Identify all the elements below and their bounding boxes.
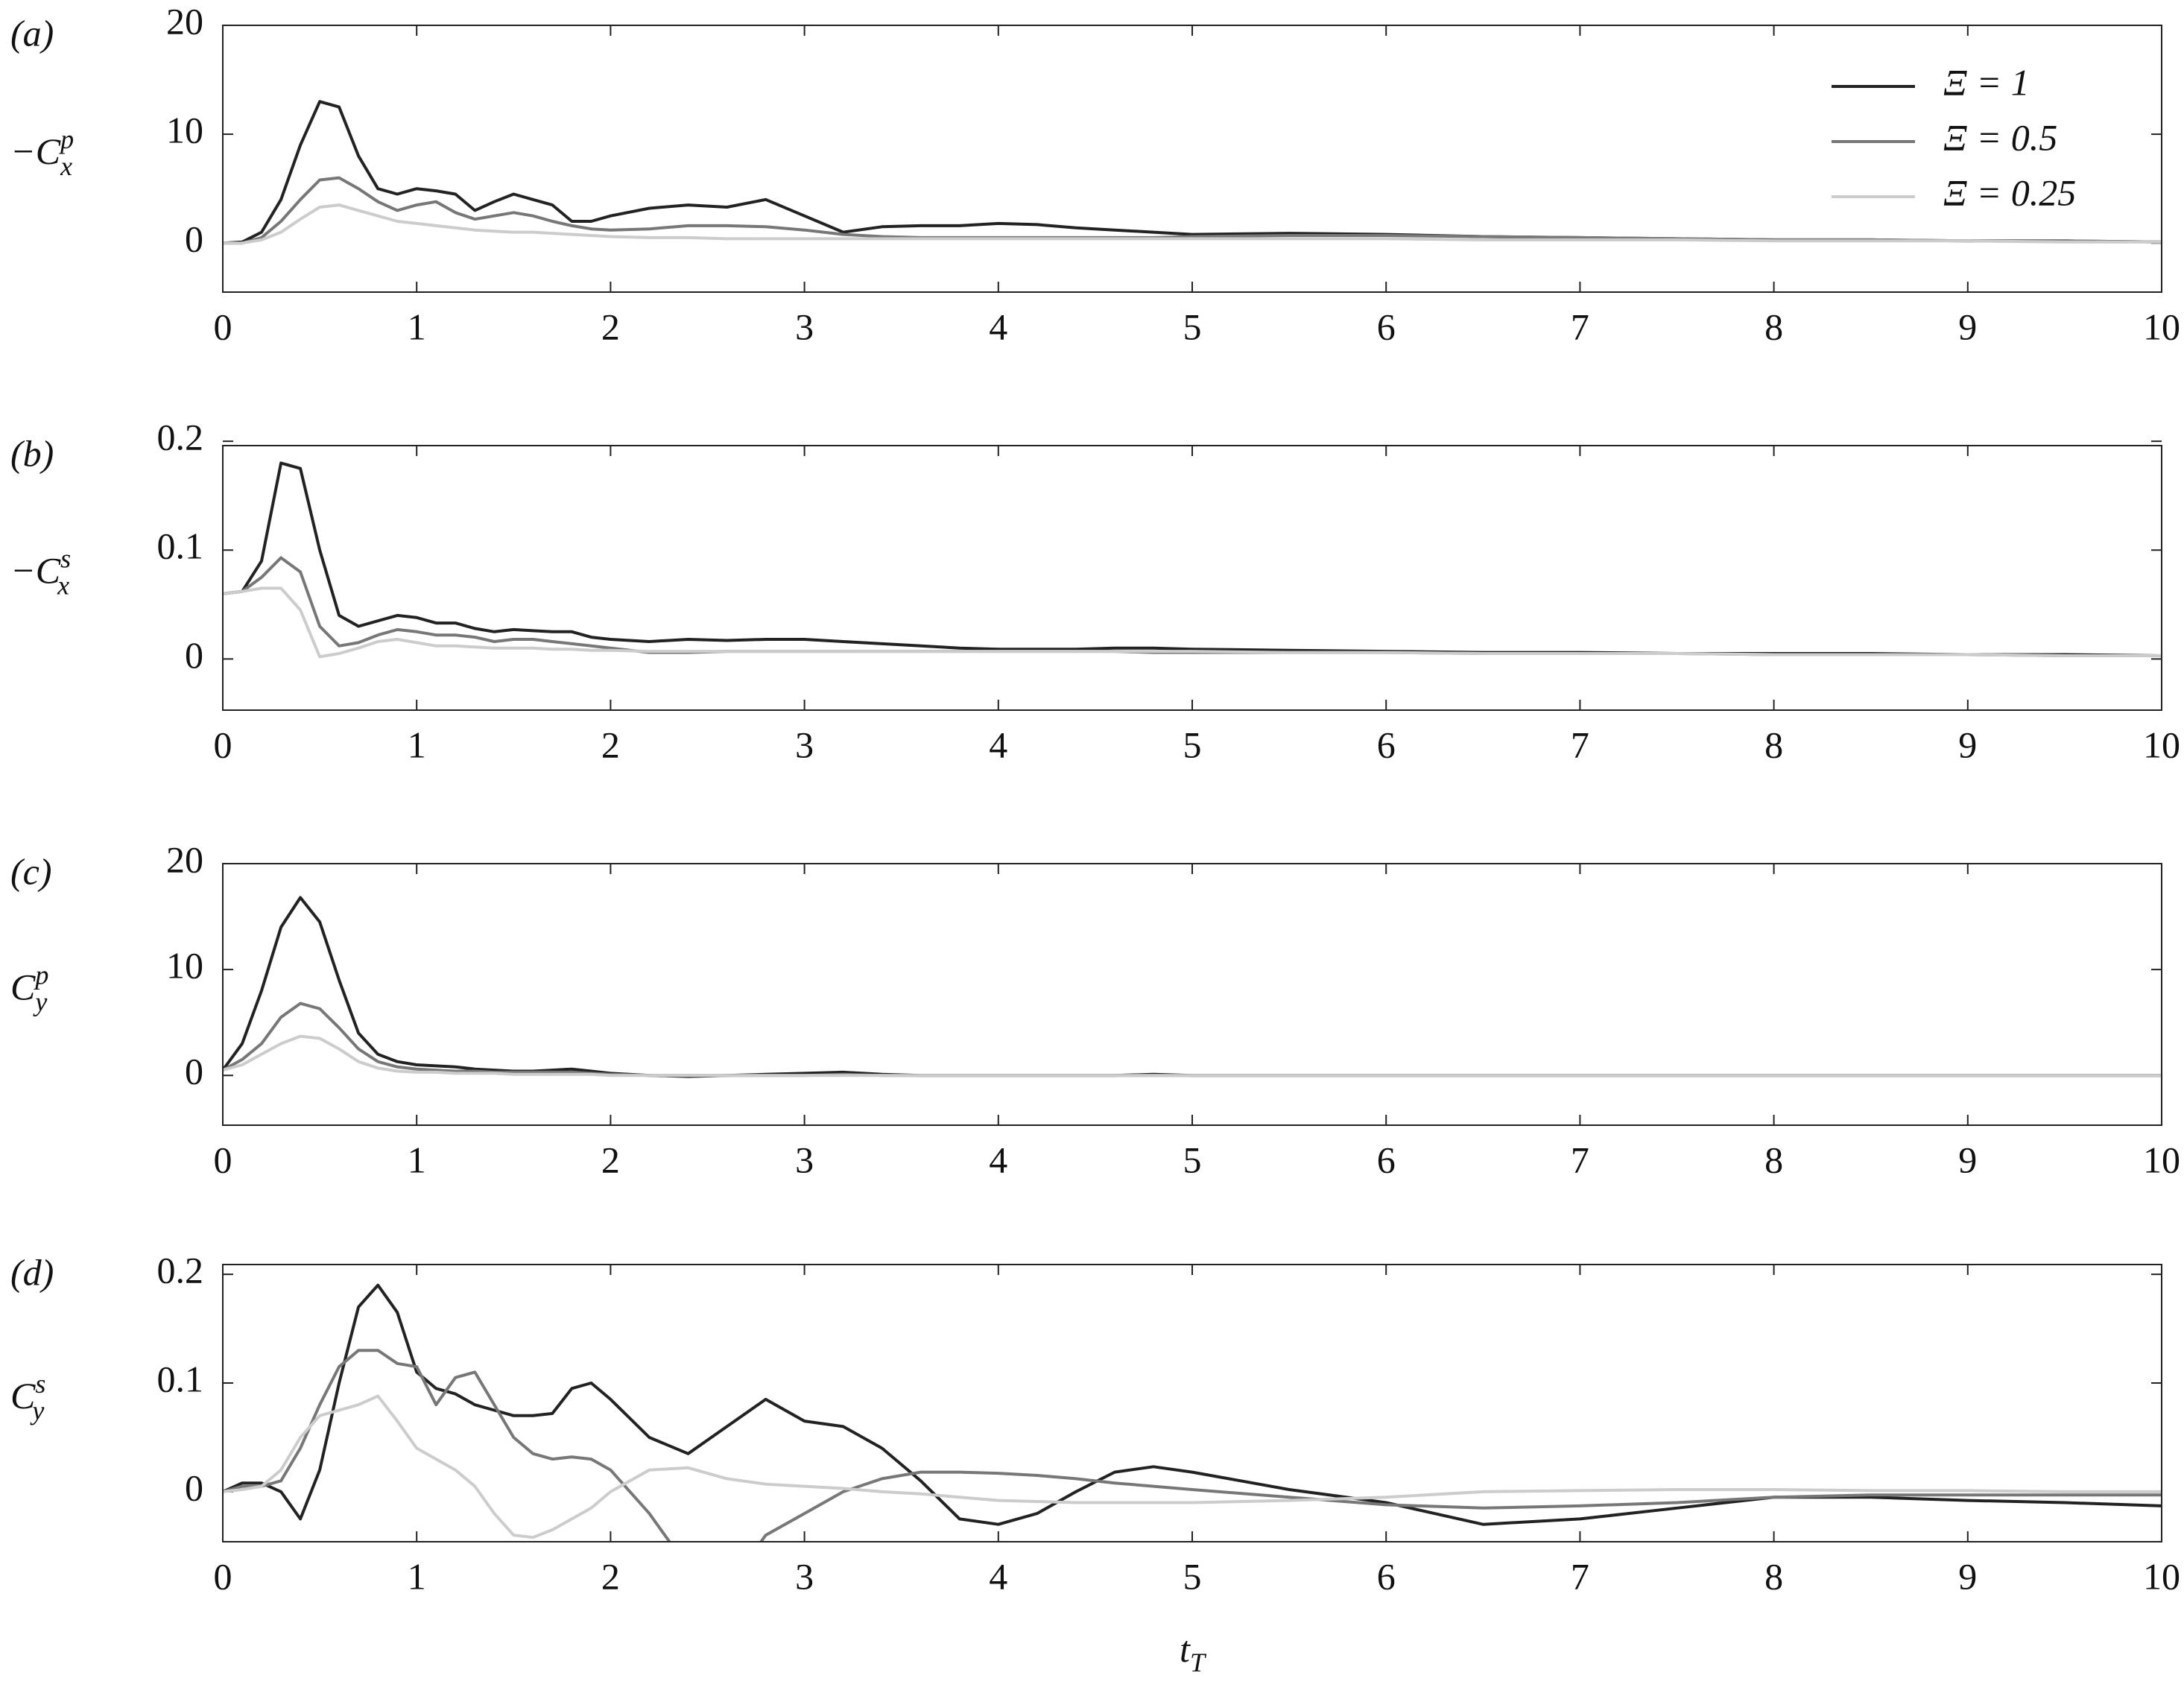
legend-label: Ξ = 0.5 [1943, 116, 2057, 158]
x-tick-label: 8 [1764, 1555, 1783, 1597]
x-tick-label: 7 [1571, 724, 1589, 765]
series-line [223, 461, 2162, 657]
y-tick-label: 0 [185, 634, 203, 676]
y-axis-label-base: C [10, 966, 36, 1008]
x-tick-label: 6 [1377, 306, 1396, 347]
x-tick-label: 6 [1377, 1555, 1396, 1597]
y-tick-label: 0 [185, 1466, 203, 1508]
y-axis-label-base: −C [10, 550, 61, 592]
x-tick-label: 1 [408, 724, 426, 765]
x-tick-label: 10 [2143, 1555, 2180, 1597]
axes-frame [222, 863, 2162, 1126]
x-tick-label: 4 [989, 1555, 1007, 1597]
y-axis-label-base: −C [10, 130, 61, 172]
y-axis-label-sup: p [33, 961, 48, 990]
panel-label: (c) [10, 850, 52, 892]
y-axis-label-sub: y [30, 1396, 44, 1425]
x-tick-label: 3 [795, 724, 814, 765]
x-tick-label: 0 [214, 1555, 232, 1597]
x-tick-label: 0 [214, 306, 232, 347]
series-line [223, 1394, 2162, 1539]
y-tick-label: 0 [185, 218, 203, 260]
x-tick-label: 1 [408, 306, 426, 347]
series-line [223, 896, 2162, 1078]
y-axis-label-sup: s [60, 544, 71, 574]
x-tick-label: 0 [214, 1139, 232, 1180]
series-line [223, 100, 2162, 245]
series-line [223, 176, 2162, 245]
y-axis-label: −Cp x [10, 124, 74, 181]
legend-label: Ξ = 1 [1943, 61, 2030, 103]
axes-frame [222, 1264, 2162, 1542]
x-tick-label: 9 [1958, 724, 1977, 765]
series-line [223, 1283, 2162, 1526]
x-tick-label: 3 [795, 1555, 814, 1597]
x-tick-label: 4 [989, 1139, 1007, 1180]
y-tick-label: 0.1 [157, 525, 204, 567]
x-axis-label: tT [1180, 1628, 1207, 1677]
series-line [223, 586, 2162, 659]
x-tick-label: 5 [1183, 1139, 1202, 1180]
x-tick-label: 4 [989, 306, 1007, 347]
y-axis-label: Cp y [10, 961, 48, 1017]
x-tick-label: 1 [408, 1139, 426, 1180]
panel-label: (b) [10, 432, 54, 474]
y-tick-label: 0.2 [157, 1250, 204, 1291]
x-tick-label: 0 [214, 724, 232, 765]
y-axis-label: Cs y [10, 1369, 45, 1425]
x-axis-label-sub: T [1190, 1648, 1207, 1677]
y-axis-label-sub: x [60, 151, 72, 181]
panel-label: (a) [10, 12, 54, 54]
y-axis-label-sub: x [57, 571, 69, 601]
y-tick-label: 20 [166, 838, 203, 880]
x-tick-label: 7 [1571, 306, 1589, 347]
x-tick-label: 2 [601, 306, 620, 347]
y-tick-label: 0.1 [157, 1358, 204, 1399]
x-tick-label: 2 [601, 1555, 620, 1597]
x-tick-label: 6 [1377, 1139, 1396, 1180]
series-line [223, 556, 2162, 657]
x-tick-label: 10 [2143, 306, 2180, 347]
x-tick-label: 6 [1377, 724, 1396, 765]
y-tick-label: 20 [166, 0, 203, 42]
series-line [223, 1001, 2162, 1077]
y-axis-label-sup: p [58, 124, 74, 154]
y-axis-label-base: C [10, 1375, 36, 1417]
x-tick-label: 9 [1958, 306, 1977, 347]
y-tick-label: 10 [166, 110, 203, 151]
x-tick-label: 8 [1764, 724, 1783, 765]
x-tick-label: 4 [989, 724, 1007, 765]
x-tick-label: 8 [1764, 306, 1783, 347]
x-tick-label: 10 [2143, 1139, 2180, 1180]
legend-label: Ξ = 0.25 [1943, 171, 2076, 213]
y-tick-label: 0 [185, 1051, 203, 1092]
x-tick-label: 2 [601, 1139, 620, 1180]
series-line [223, 1034, 2162, 1077]
x-tick-label: 9 [1958, 1555, 1977, 1597]
x-tick-label: 7 [1571, 1139, 1589, 1180]
y-tick-label: 10 [166, 945, 203, 987]
y-tick-label: 0.2 [157, 417, 204, 458]
x-tick-label: 3 [795, 1139, 814, 1180]
x-tick-label: 5 [1183, 724, 1202, 765]
series-line [223, 203, 2162, 245]
x-tick-label: 5 [1183, 1555, 1202, 1597]
y-axis-label: −Cs x [10, 544, 71, 601]
x-tick-label: 3 [795, 306, 814, 347]
x-tick-label: 8 [1764, 1139, 1783, 1180]
x-tick-label: 10 [2143, 724, 2180, 765]
x-tick-label: 7 [1571, 1555, 1589, 1597]
x-axis-label-base: t [1180, 1628, 1191, 1670]
axes-frame [222, 445, 2162, 711]
y-axis-label-sup: s [35, 1369, 45, 1399]
axes-frame [222, 25, 2162, 293]
x-tick-label: 2 [601, 724, 620, 765]
x-tick-label: 9 [1958, 1139, 1977, 1180]
x-tick-label: 5 [1183, 306, 1202, 347]
x-tick-label: 1 [408, 1555, 426, 1597]
series-line [223, 1349, 2162, 1542]
panel-label: (d) [10, 1251, 54, 1293]
y-axis-label-sub: y [33, 987, 47, 1017]
